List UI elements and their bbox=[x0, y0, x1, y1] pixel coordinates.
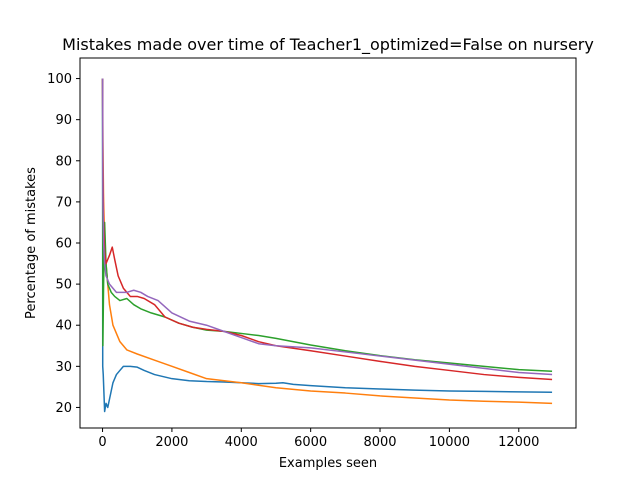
y-tick-label: 60 bbox=[55, 237, 72, 252]
series-line-4 bbox=[101, 78, 553, 381]
x-tick-label: 2000 bbox=[155, 435, 188, 450]
y-tick-label: 30 bbox=[55, 360, 72, 375]
y-tick-label: 80 bbox=[55, 154, 72, 169]
x-tick-label: 0 bbox=[98, 435, 106, 450]
x-tick-label: 4000 bbox=[225, 435, 258, 450]
chart-title: Mistakes made over time of Teacher1_opti… bbox=[62, 35, 594, 55]
y-tick-label: 50 bbox=[55, 278, 72, 293]
y-tick-label: 70 bbox=[55, 195, 72, 210]
y-axis-label: Percentage of mistakes bbox=[24, 167, 39, 319]
x-axis: 0 2000 4000 6000 8000 10000 12000 bbox=[98, 428, 539, 450]
x-tick-label: 6000 bbox=[294, 435, 327, 450]
y-axis: 20 30 40 50 60 70 80 90 100 bbox=[47, 72, 80, 416]
x-axis-label: Examples seen bbox=[279, 456, 377, 471]
y-tick-label: 40 bbox=[55, 319, 72, 334]
series-layer bbox=[101, 78, 553, 413]
x-tick-label: 8000 bbox=[363, 435, 396, 450]
x-tick-label: 12000 bbox=[498, 435, 539, 450]
y-tick-label: 20 bbox=[55, 401, 72, 416]
series-line-1 bbox=[101, 78, 553, 413]
y-tick-label: 100 bbox=[47, 72, 72, 87]
series-line-5 bbox=[101, 78, 553, 376]
y-tick-label: 90 bbox=[55, 113, 72, 128]
x-tick-label: 10000 bbox=[429, 435, 470, 450]
